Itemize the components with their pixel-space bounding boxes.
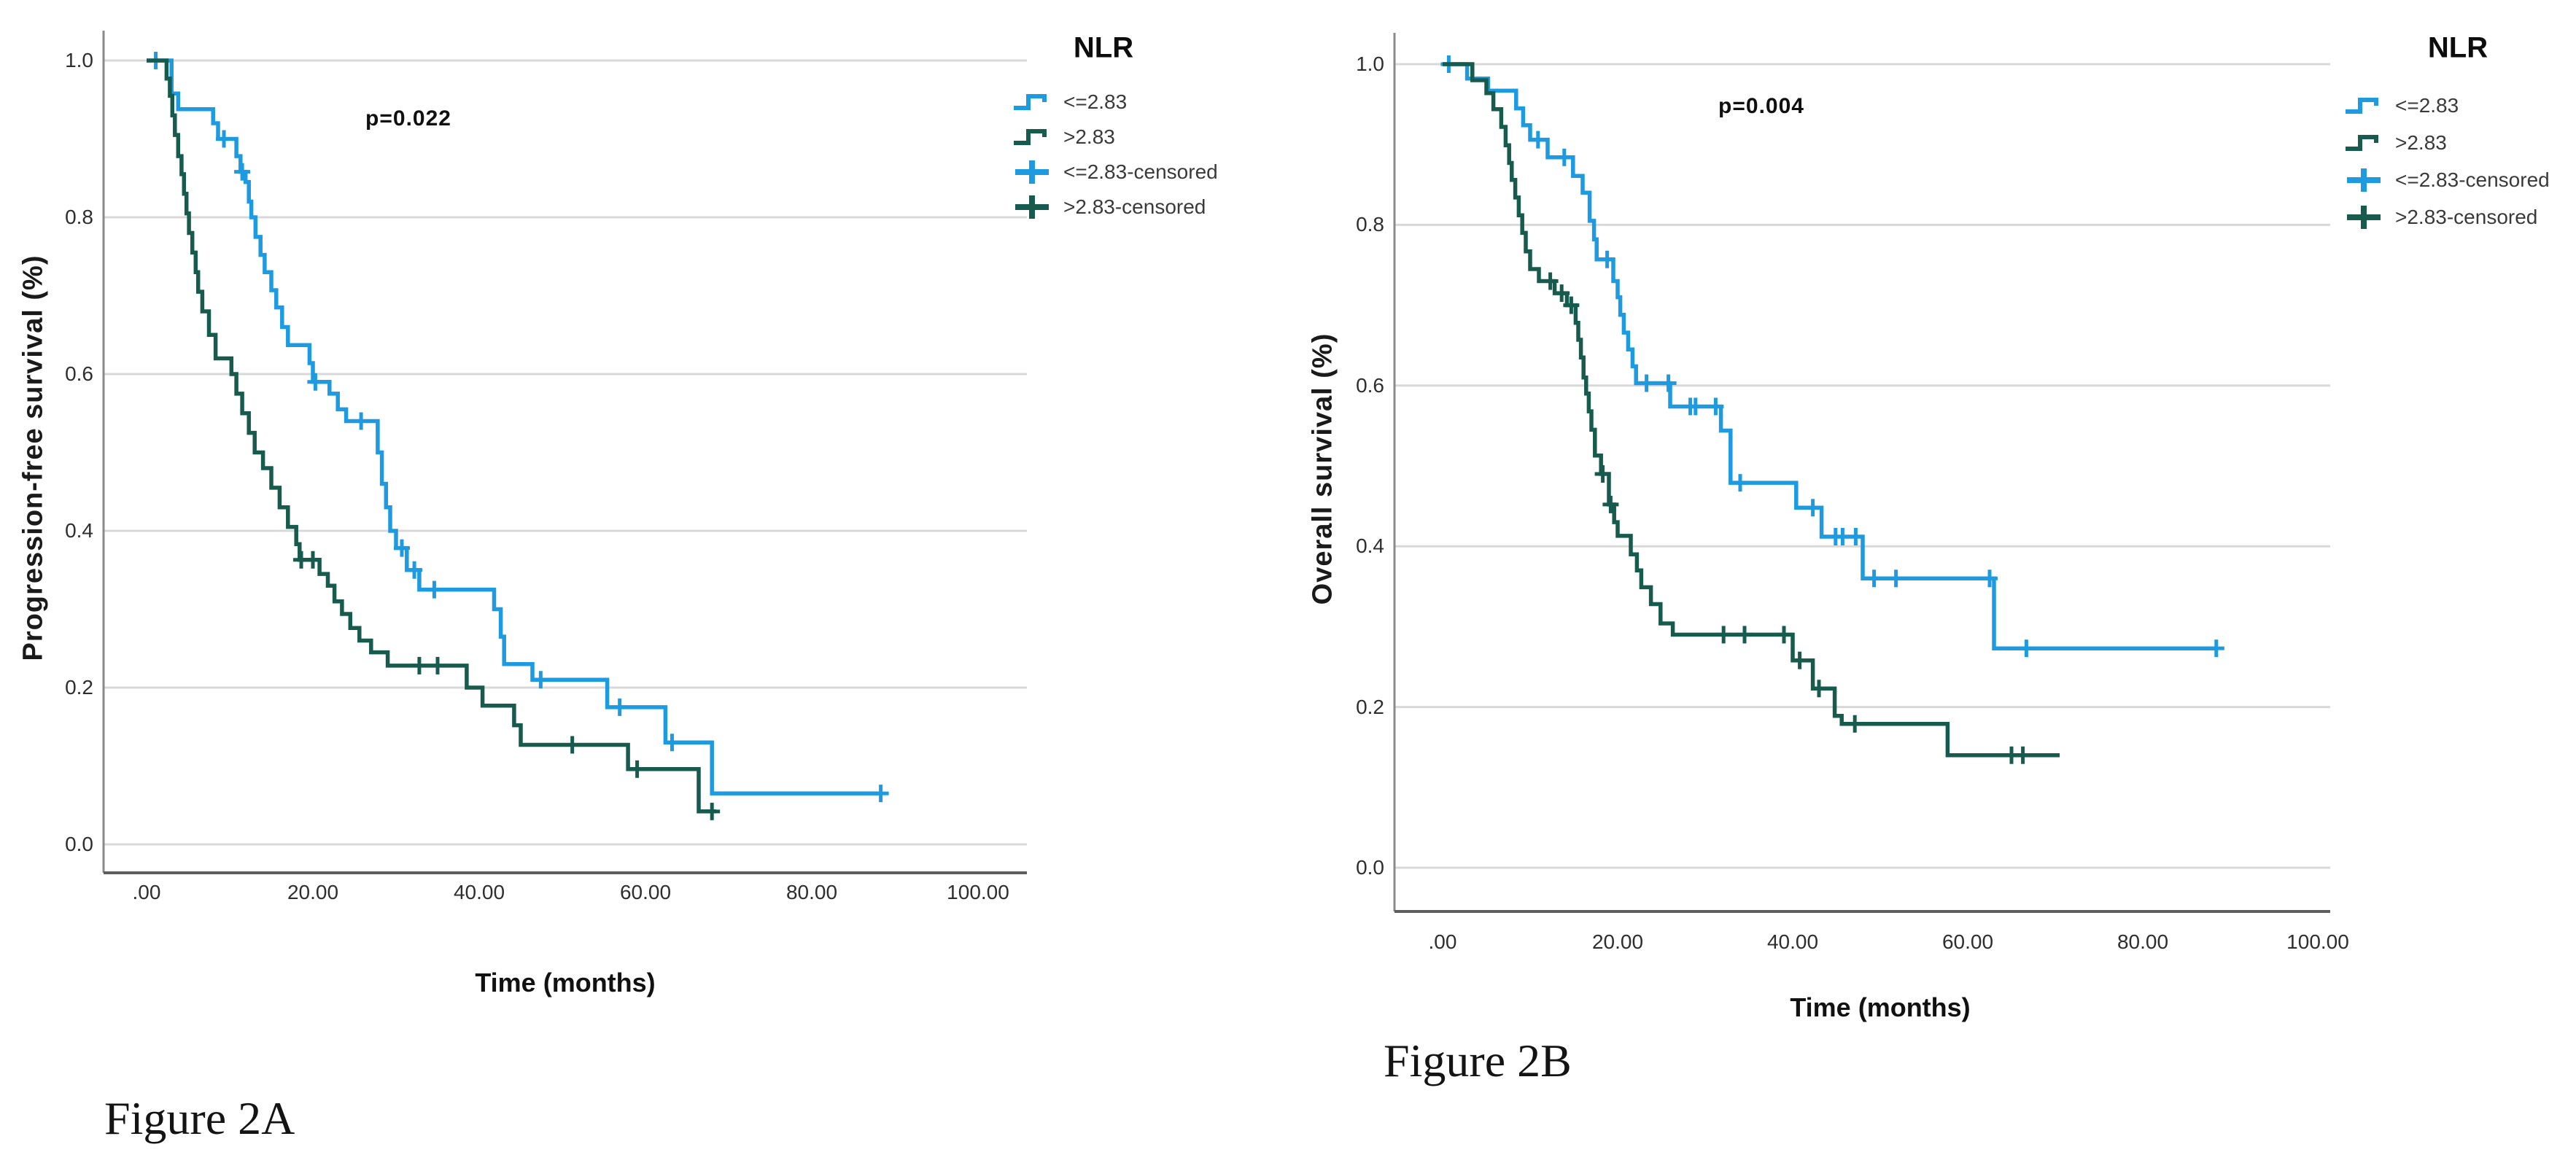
censored-plus-icon: [2347, 206, 2381, 229]
legend-item--2-83: >2.83: [1012, 122, 1115, 152]
x-tick-label: 60.00: [1941, 930, 1994, 953]
figure-caption-2b: Figure 2B: [1384, 1035, 1572, 1086]
legend-label: >2.83: [2395, 131, 2447, 154]
x-tick-label: .00: [132, 881, 161, 903]
x-axis-title-os: Time (months): [1790, 992, 1971, 1022]
y-axis-title-os: Overall survival (%): [1307, 332, 1338, 605]
y-tick-label: 0.8: [65, 206, 93, 228]
legend-label: >2.83-censored: [2395, 206, 2538, 228]
km-curve-green: [1443, 62, 2060, 758]
legend-label: >2.83-censored: [1063, 195, 1206, 218]
y-tick-label: 0.6: [65, 362, 93, 385]
legend-item--2-83: >2.83: [2344, 128, 2447, 158]
x-tick-label: 40.00: [453, 881, 505, 903]
y-tick-label: 0.8: [1356, 213, 1384, 236]
y-axis-title-pfs: Progression-free survival (%): [18, 254, 49, 661]
legend-label: >2.83: [1063, 125, 1115, 148]
censored-plus-icon: [2347, 168, 2381, 192]
x-axis-title-pfs: Time (months): [475, 968, 656, 998]
legend-item--2-83: <=2.83: [2344, 91, 2459, 120]
x-tick-label: 100.00: [2286, 930, 2349, 953]
km-curve-green: [147, 58, 716, 814]
y-tick-label: 1.0: [1356, 52, 1384, 75]
x-tick-label: 80.00: [785, 881, 838, 903]
legend-label: <=2.83: [1063, 90, 1128, 113]
legend-item--2-83-censored: >2.83-censored: [1012, 192, 1206, 222]
y-tick-label: 0.6: [1356, 373, 1384, 397]
legend-item--2-83-censored: <=2.83-censored: [1012, 158, 1218, 187]
legend-item--2-83-censored: >2.83-censored: [2344, 203, 2537, 232]
step-line-icon: [2346, 135, 2378, 151]
p-value-pfs: p=0.022: [365, 106, 451, 131]
y-tick-label: 1.0: [65, 49, 93, 71]
legend-title-pfs: NLR: [1073, 31, 1134, 64]
legend-label: <=2.83-censored: [1063, 160, 1218, 183]
legend-item--2-83-censored: <=2.83-censored: [2344, 166, 2550, 195]
x-tick-label: 80.00: [2117, 930, 2169, 953]
x-tick-label: 100.00: [947, 881, 1009, 903]
x-tick-label: 60.00: [619, 881, 672, 903]
p-value-os: p=0.004: [1718, 94, 1804, 118]
legend-item--2-83: <=2.83: [1012, 88, 1127, 117]
step-line-icon: [1014, 94, 1047, 110]
y-tick-label: 0.0: [65, 833, 93, 855]
step-line-icon: [2346, 98, 2378, 114]
x-tick-label: 40.00: [1766, 930, 1819, 953]
y-tick-label: 0.0: [1356, 856, 1384, 879]
legend-label: <=2.83-censored: [2395, 168, 2550, 191]
y-tick-label: 0.4: [65, 519, 93, 542]
x-tick-label: 20.00: [1591, 930, 1644, 953]
y-tick-label: 0.4: [1356, 534, 1384, 558]
step-line-icon: [1014, 129, 1047, 145]
censored-plus-icon: [1015, 160, 1049, 184]
y-tick-label: 0.2: [1356, 695, 1384, 718]
legend-label: <=2.83: [2395, 94, 2459, 117]
figure-caption-2a: Figure 2A: [104, 1092, 295, 1144]
censored-plus-icon: [1015, 195, 1049, 219]
y-tick-label: 0.2: [65, 676, 93, 699]
x-tick-label: .00: [1428, 930, 1457, 953]
legend-title-os: NLR: [2427, 31, 2488, 64]
km-curve-blue: [1443, 62, 2217, 650]
x-tick-label: 20.00: [287, 881, 339, 903]
